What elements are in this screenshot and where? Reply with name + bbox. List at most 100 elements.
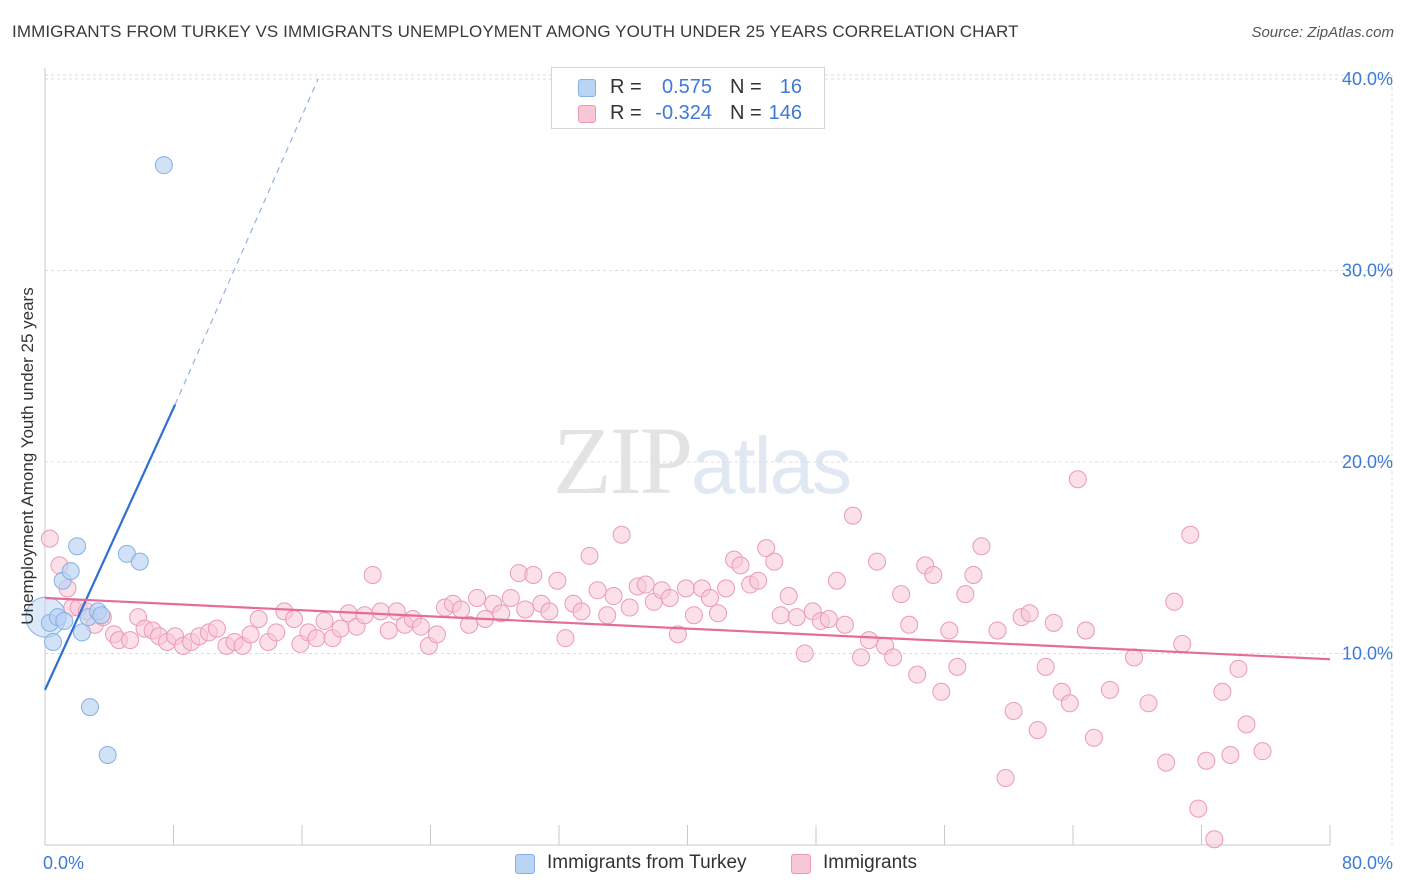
chart-title: IMMIGRANTS FROM TURKEY VS IMMIGRANTS UNE… [12,22,1019,41]
data-point-immigrants [835,615,854,634]
data-point-immigrants [779,587,798,606]
points-layer [25,156,1272,849]
data-point-immigrants [940,621,959,640]
data-point-immigrants [908,665,927,684]
data-point-immigrants [1139,694,1158,713]
n-value: 146 [768,102,802,124]
r-label: R = [610,102,642,124]
y-axis-label: Unemployment Among Youth under 25 years [18,287,37,625]
blue-swatch [515,854,535,874]
data-point-immigrants [612,525,631,544]
data-point-immigrants [900,615,919,634]
data-point-immigrants [540,602,559,621]
data-point-immigrants [988,621,1007,640]
data-point-immigrants [1020,604,1039,623]
data-point-immigrants [40,529,59,548]
data-point-immigrants [427,625,446,644]
data-point-immigrants [972,537,991,556]
series-legend: Immigrants from Turkey Immigrants [0,852,1406,878]
data-point-immigrants [1004,701,1023,720]
trend-line-turkey [43,404,177,691]
data-point-immigrants [331,619,350,638]
data-point-immigrants [860,631,879,650]
data-point-immigrants [1044,613,1063,632]
r-label: R = [610,76,642,98]
data-point-immigrants [827,571,846,590]
watermark-zip: ZIP [553,407,693,514]
trend-line-turkey-extension [174,78,319,405]
data-point-turkey [44,633,63,652]
y-tick-label: 40.0% [1342,69,1393,89]
legend-row-immigrants: R = -0.324 N = 146 [552,101,826,127]
data-point-immigrants [1084,728,1103,747]
data-point-immigrants [843,506,862,525]
trend-line-immigrants [44,596,1331,661]
data-point-immigrants [819,610,838,629]
data-point-immigrants [1165,592,1184,611]
data-point-immigrants [580,546,599,565]
data-point-immigrants [524,565,543,584]
data-point-immigrants [1189,799,1208,818]
legend-label-turkey: Immigrants from Turkey [547,852,747,873]
data-point-immigrants [684,606,703,625]
data-point-immigrants [795,644,814,663]
data-point-immigrants [676,579,695,598]
data-point-immigrants [868,552,887,571]
data-point-immigrants [620,598,639,617]
data-point-immigrants [548,571,567,590]
data-point-immigrants [787,608,806,627]
data-point-immigrants [468,588,487,607]
data-point-immigrants [1229,659,1248,678]
data-point-turkey [80,698,99,717]
data-point-immigrants [1253,742,1272,761]
watermark: ZIPatlas [553,405,852,516]
data-point-immigrants [851,648,870,667]
data-point-immigrants [598,606,617,625]
n-value: 16 [779,76,802,98]
source-label: Source: ZipAtlas.com [1251,24,1394,41]
data-point-immigrants [884,648,903,667]
data-point-immigrants [121,631,140,650]
legend-row-turkey: R = 0.575 N = 16 [552,75,826,101]
data-point-immigrants [371,602,390,621]
data-point-immigrants [700,588,719,607]
data-point-immigrants [749,571,768,590]
data-point-immigrants [355,606,374,625]
data-point-immigrants [1076,621,1095,640]
data-point-immigrants [956,585,975,604]
y-tick-label: 20.0% [1342,452,1393,472]
x-tick-label: 0.0% [43,853,84,873]
data-point-immigrants [492,604,511,623]
data-point-immigrants [315,611,334,630]
data-point-turkey [130,552,149,571]
r-value: -0.324 [655,102,712,124]
data-point-immigrants [556,629,575,648]
data-point-turkey [61,562,80,581]
data-point-immigrants [249,610,268,629]
data-point-immigrants [757,539,776,558]
data-point-immigrants [1060,694,1079,713]
data-point-immigrants [604,587,623,606]
data-point-immigrants [765,552,784,571]
data-point-immigrants [924,565,943,584]
data-point-immigrants [948,657,967,676]
data-point-immigrants [1197,751,1216,770]
data-point-immigrants [731,556,750,575]
data-point-immigrants [709,604,728,623]
data-point-turkey [154,156,173,175]
data-point-turkey [72,623,91,642]
data-point-immigrants [1157,753,1176,772]
blue-swatch [578,79,596,97]
data-point-immigrants [460,615,479,634]
axis-layer [44,68,1331,846]
y-tick-label: 10.0% [1342,644,1393,664]
data-point-immigrants [363,565,382,584]
r-value: 0.575 [661,76,712,98]
pink-swatch [791,854,811,874]
data-point-immigrants [964,565,983,584]
grid-layer [45,74,1393,845]
data-point-immigrants [1036,657,1055,676]
data-point-immigrants [452,600,471,619]
data-point-immigrants [717,579,736,598]
